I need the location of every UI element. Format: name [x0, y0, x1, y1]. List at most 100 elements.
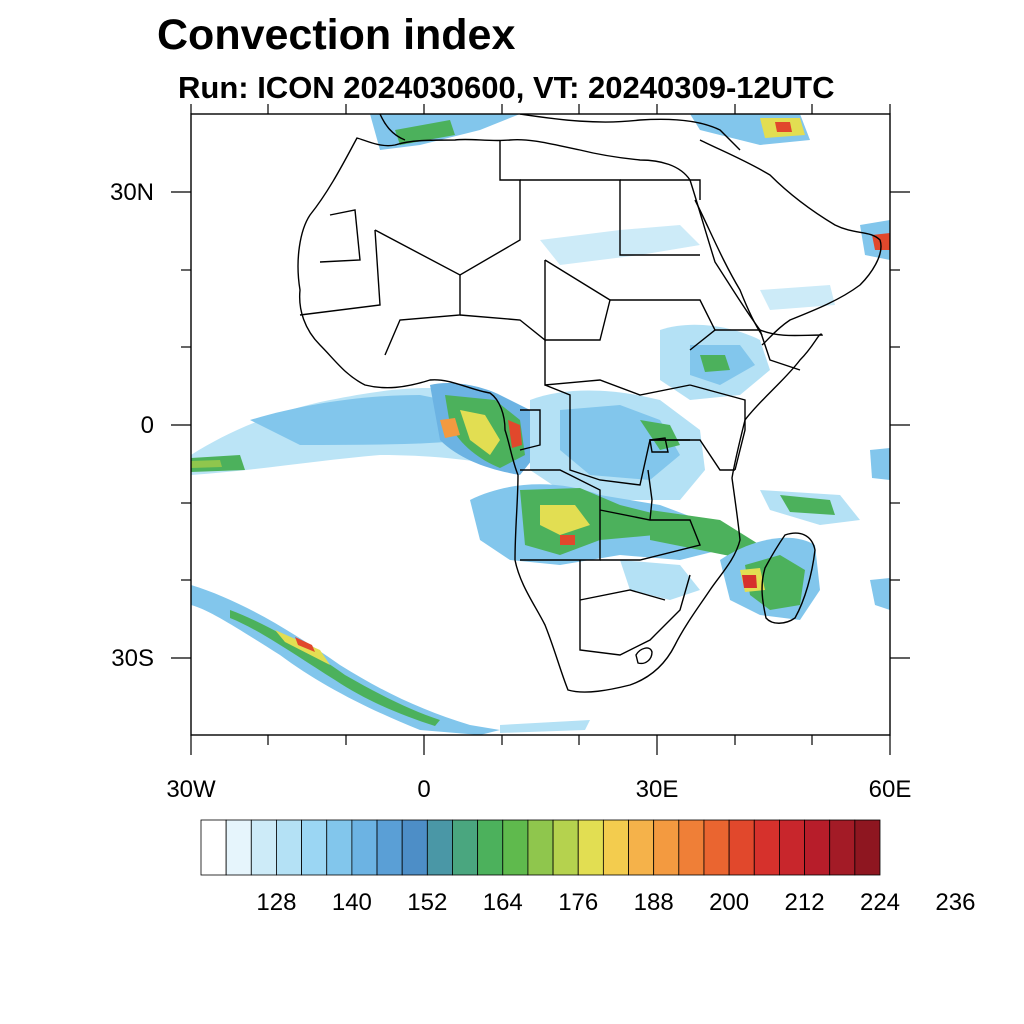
border-east-2	[650, 439, 735, 471]
colorbar-swatch	[477, 819, 504, 876]
field-east-africa-green	[700, 355, 730, 372]
colorbar-swatch	[753, 819, 780, 876]
colorbar-tick-label: 200	[709, 889, 750, 916]
field-south-front-yellow	[275, 630, 330, 665]
colorbar-swatch	[527, 819, 554, 876]
field-east-edge-2	[870, 578, 890, 610]
lon-label-30e: 30E	[635, 776, 679, 803]
border-southern	[579, 560, 691, 656]
border-sahel-2	[459, 260, 546, 342]
colorbar-swatch	[426, 819, 453, 876]
colorbar-tick-label: 176	[558, 889, 599, 916]
colorbar-tick-label: 188	[633, 889, 674, 916]
colorbar-swatch	[200, 819, 227, 876]
lat-label-30s: 30S	[111, 645, 154, 672]
border-sa-1	[579, 589, 666, 601]
colorbar-swatch	[376, 819, 403, 876]
colorbar-swatch	[276, 819, 302, 876]
madagascar-coast	[761, 532, 816, 624]
field-zambia-band	[650, 510, 760, 560]
colorbar-swatch	[703, 819, 730, 876]
colorbar-swatch	[829, 819, 856, 876]
border-central-1	[544, 340, 691, 396]
field-gabon-yellow	[460, 410, 500, 455]
colorbar-swatch	[250, 819, 277, 876]
lat-label-30n: 30N	[109, 179, 154, 206]
colorbar-swatch	[301, 819, 328, 876]
colorbar-swatch	[779, 819, 805, 876]
colorbar-tick-label: 152	[407, 889, 448, 916]
colorbar-swatch	[628, 819, 655, 876]
border-north-4	[520, 179, 700, 256]
med-north-coast	[519, 114, 741, 151]
colorbar-tick-label: 140	[331, 889, 372, 916]
field-gabon-red	[508, 420, 522, 448]
field-congo-green	[640, 420, 680, 450]
colorbar-tick-label: 236	[935, 889, 976, 916]
field-south-front-red	[295, 637, 315, 652]
field-southern-africa	[620, 560, 700, 600]
colorbar-swatch	[452, 819, 479, 876]
border-angola	[520, 469, 601, 561]
lesotho	[635, 647, 653, 665]
field-southern-tail	[500, 720, 590, 733]
lat-label-0: 0	[140, 412, 154, 439]
field-south-front-green	[230, 610, 440, 726]
field-madagascar-red	[742, 575, 757, 588]
chart-title: Convection index	[157, 11, 516, 59]
colorbar-swatch	[728, 819, 755, 876]
lake-tanganyika	[647, 469, 653, 521]
field-angola-red	[560, 535, 575, 545]
lake-victoria	[649, 437, 669, 453]
field-med-east-red	[775, 122, 792, 132]
colorbar-swatch	[351, 819, 378, 876]
border-north-2	[299, 229, 381, 316]
colorbar-swatch	[225, 819, 252, 876]
border-horn	[715, 329, 801, 371]
colorbar-swatch	[552, 819, 579, 876]
coastlines-borders	[297, 114, 882, 693]
field-gulf-core	[250, 395, 470, 445]
border-north-5	[620, 179, 701, 200]
africa-coastline	[297, 137, 824, 693]
colorbar-swatch	[653, 819, 680, 876]
field-angola-green	[520, 488, 660, 555]
iberia-coast	[379, 114, 406, 141]
colorbar-tick-label: 212	[784, 889, 825, 916]
colorbar-swatch	[502, 819, 529, 876]
colorbar-swatch	[326, 819, 353, 876]
axis-ticks	[171, 104, 910, 755]
field-gabon-orange	[440, 418, 460, 438]
field-mada-east-core	[780, 495, 835, 515]
border-sahel-3	[544, 259, 611, 341]
field-arabia-patch	[760, 285, 835, 310]
border-sahel-1	[384, 275, 461, 356]
border-north-3	[374, 140, 521, 276]
colorbar-swatch	[804, 819, 831, 876]
colorbar-tick-label: 128	[256, 889, 297, 916]
field-med-green	[395, 120, 455, 145]
colorbar	[200, 819, 881, 876]
colorbar-swatch	[602, 819, 629, 876]
colorbar-swatch	[854, 819, 881, 876]
lon-label-0: 0	[417, 776, 431, 803]
lon-label-60e: 60E	[868, 776, 912, 803]
chart-subtitle: Run: ICON 2024030600, VT: 20240309-12UTC	[178, 70, 835, 105]
field-east-edge	[870, 448, 890, 480]
field-south-front	[191, 585, 500, 735]
colorbar-tick-label: 164	[482, 889, 523, 916]
border-sahel-4	[610, 299, 716, 351]
convection-field	[191, 114, 890, 735]
border-north-1	[319, 209, 361, 263]
field-west-strip-core	[191, 460, 222, 468]
border-east-1	[689, 384, 746, 471]
colorbar-tick-label: 224	[859, 889, 901, 916]
lon-label-30w: 30W	[166, 776, 216, 803]
colorbar-swatch	[678, 819, 705, 876]
colorbar-swatch	[577, 819, 604, 876]
border-central-2	[519, 409, 541, 451]
arabia-red-sea	[694, 199, 763, 336]
arabia-coast	[699, 139, 882, 346]
field-angola-yellow	[540, 505, 590, 535]
